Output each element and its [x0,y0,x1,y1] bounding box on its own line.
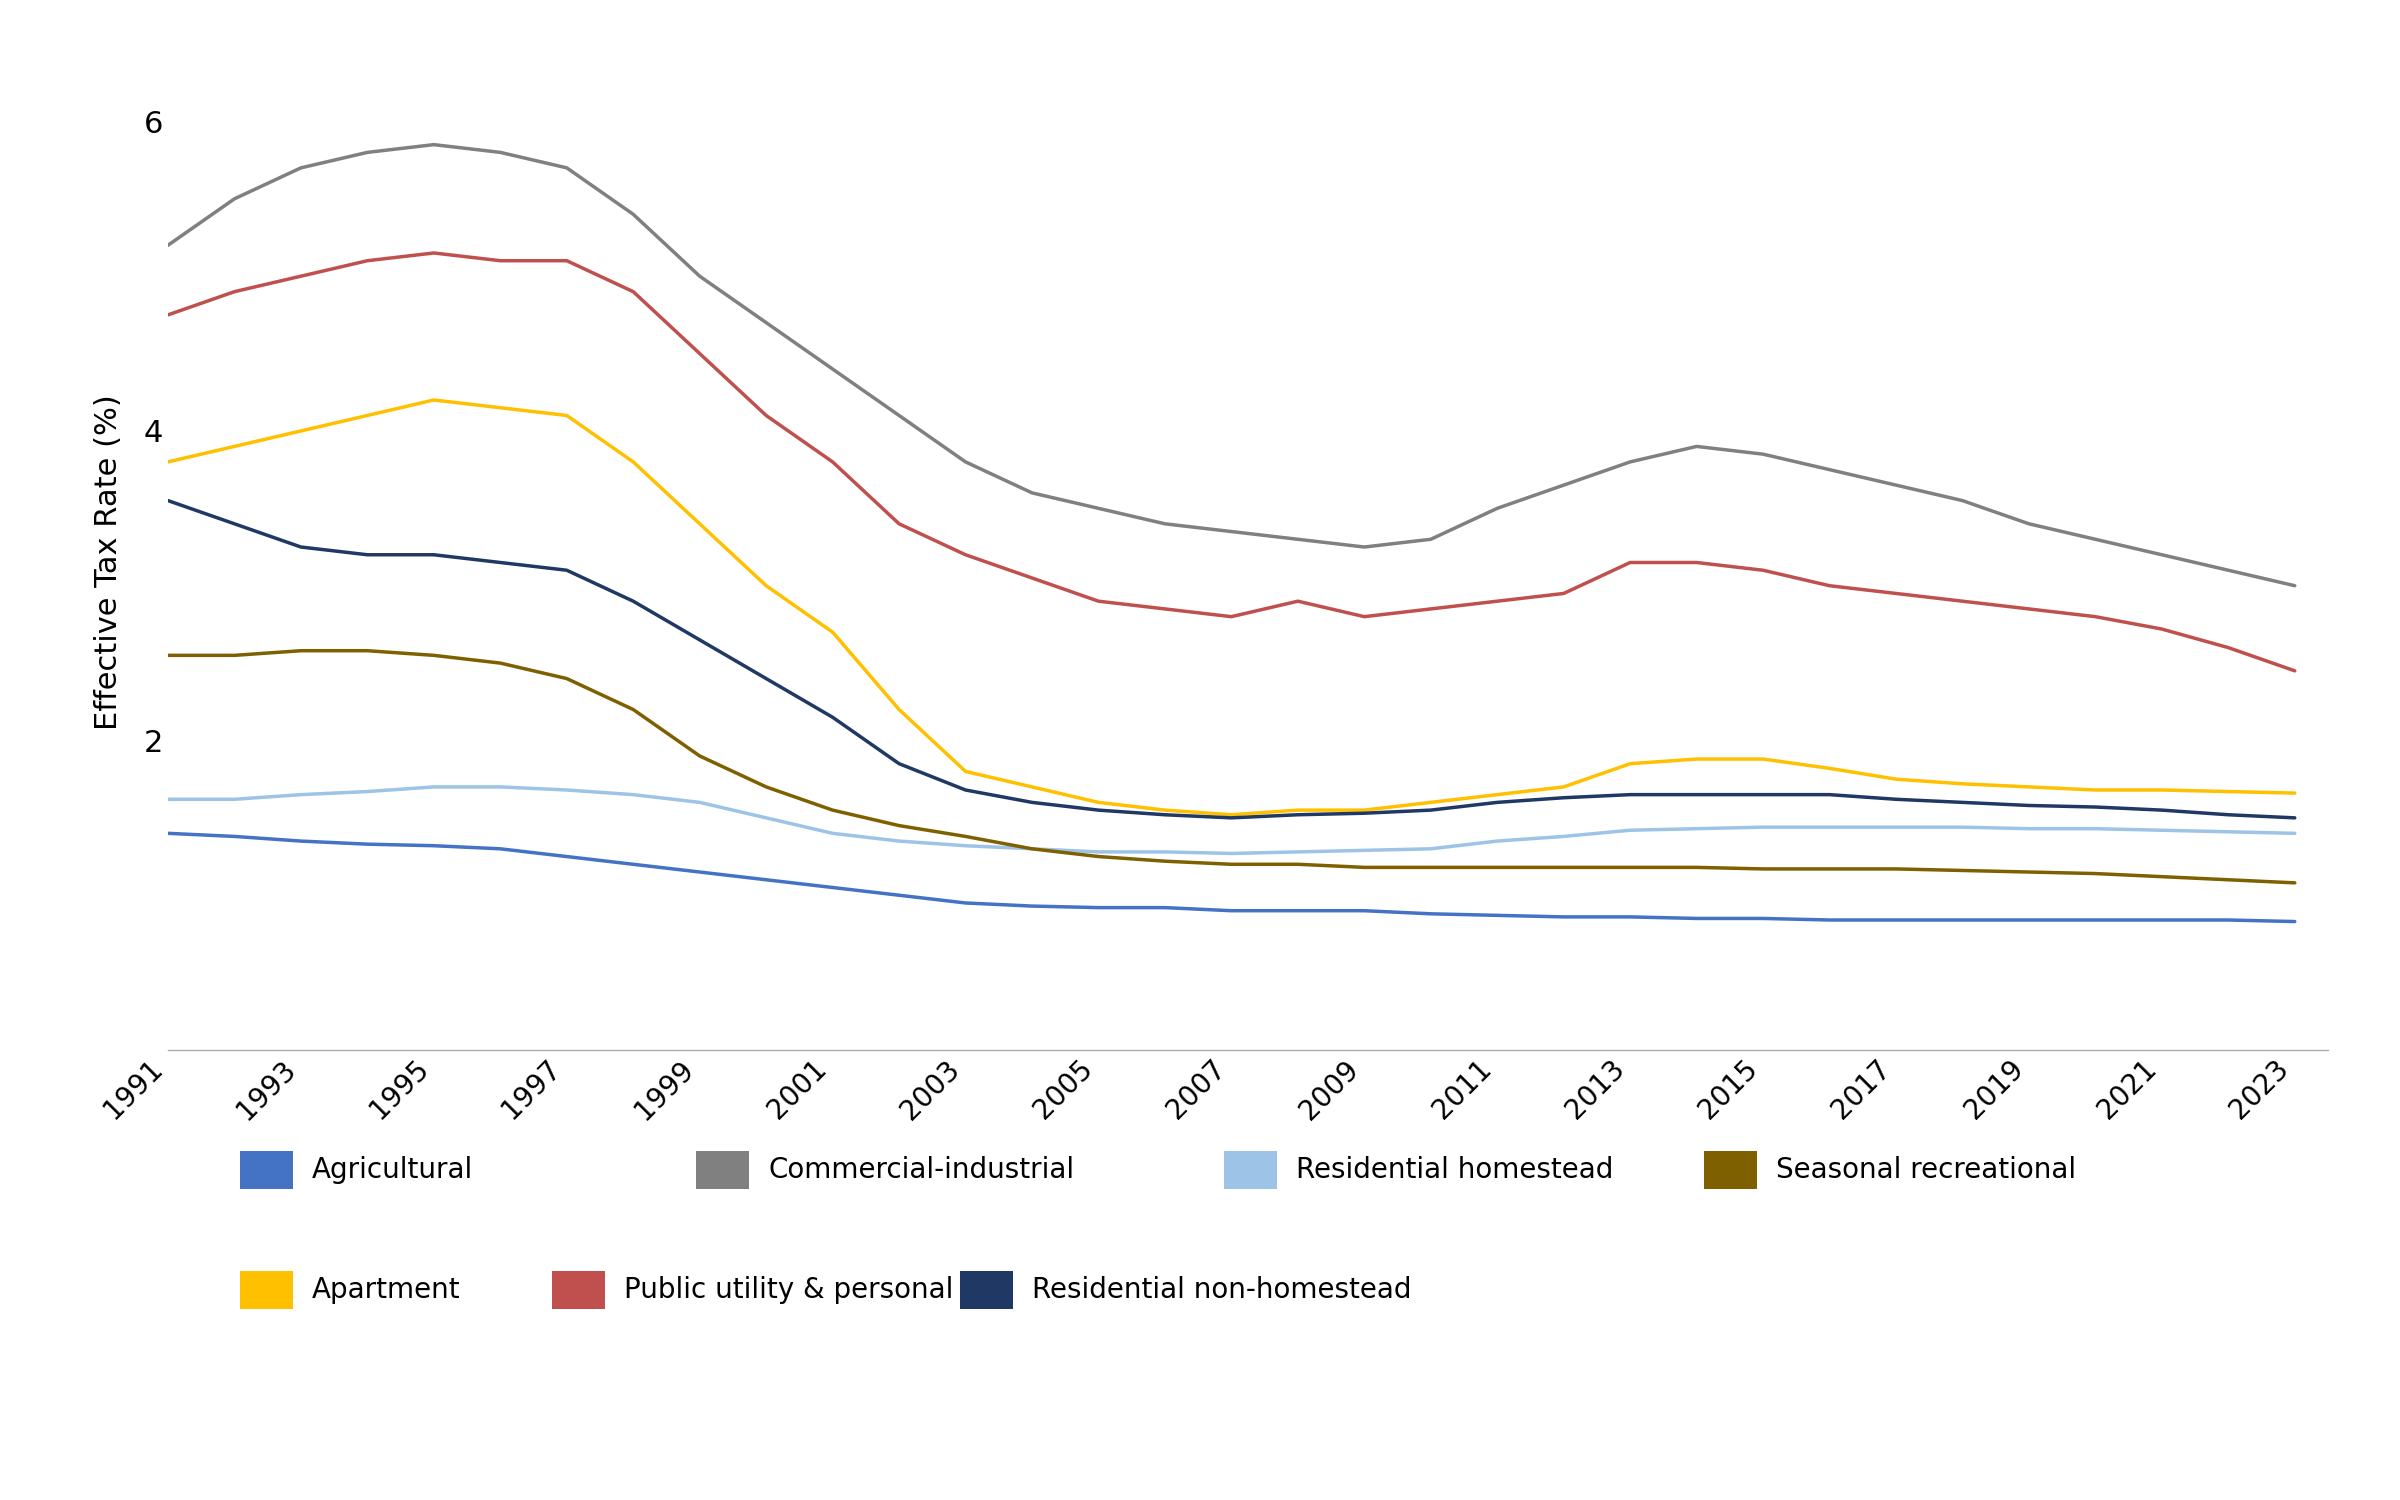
Text: Public utility & personal: Public utility & personal [624,1276,953,1304]
Text: Residential non-homestead: Residential non-homestead [1032,1276,1411,1304]
Text: Agricultural: Agricultural [312,1156,473,1184]
Text: Seasonal recreational: Seasonal recreational [1776,1156,2076,1184]
Y-axis label: Effective Tax Rate (%): Effective Tax Rate (%) [94,394,122,730]
Text: Apartment: Apartment [312,1276,461,1304]
Text: Commercial-industrial: Commercial-industrial [768,1156,1075,1184]
Text: Residential homestead: Residential homestead [1296,1156,1613,1184]
